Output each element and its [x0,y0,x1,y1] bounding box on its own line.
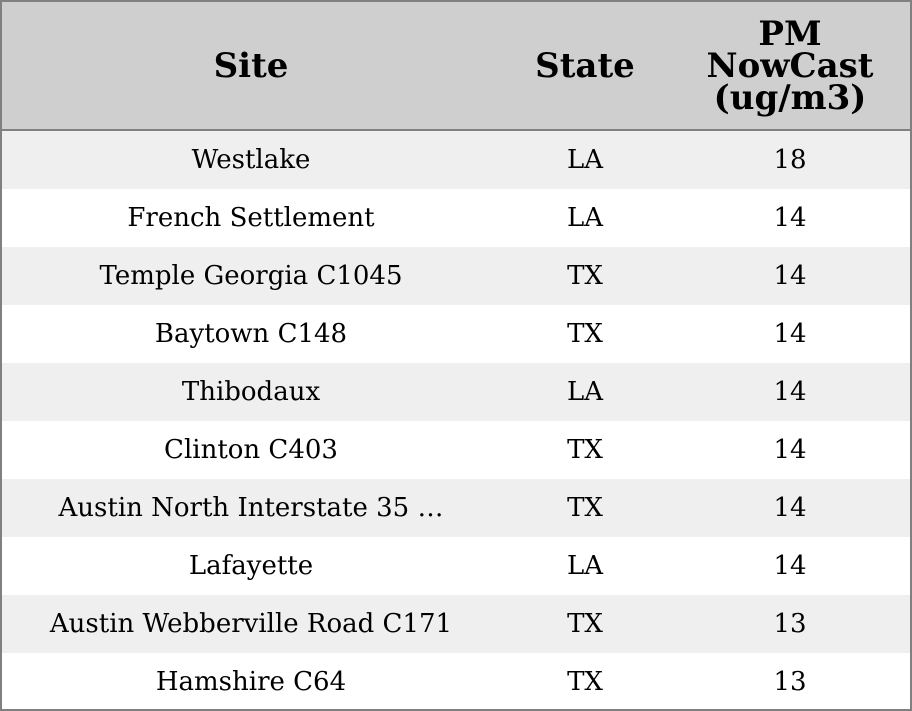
pm-value-cell: 14 [773,377,807,407]
table-row[interactable]: Clinton C403 TX 14 [2,421,910,479]
site-cell: Baytown C148 [154,319,348,349]
site-cell: Westlake [191,145,311,175]
table-row[interactable]: Lafayette LA 14 [2,537,910,595]
table-row[interactable]: French Settlement LA 14 [2,189,910,247]
site-cell: Austin Webberville Road C171 [49,609,453,639]
state-cell: TX [567,435,603,465]
site-cell: Austin North Interstate 35 … [58,493,444,523]
table-row[interactable]: Hamshire C64 TX 13 [2,653,910,711]
column-header-pm-nowcast[interactable]: PM NowCast (ug/m3) [706,13,874,118]
pm-value-cell: 14 [773,435,807,465]
state-cell: TX [567,319,603,349]
site-cell: Clinton C403 [164,435,338,465]
column-header-site[interactable]: Site [213,45,289,86]
table-header-row: Site State PM NowCast (ug/m3) [2,2,910,131]
site-cell: Lafayette [188,551,314,581]
pm-value-cell: 14 [773,203,807,233]
table-row[interactable]: Thibodaux LA 14 [2,363,910,421]
state-cell: TX [567,667,603,697]
pm-value-cell: 14 [773,493,807,523]
state-cell: TX [567,493,603,523]
pm-value-cell: 14 [773,551,807,581]
state-cell: LA [566,145,604,175]
table-row[interactable]: Westlake LA 18 [2,131,910,189]
pm-value-cell: 18 [773,145,807,175]
pm-value-cell: 13 [773,609,807,639]
pm-value-cell: 14 [773,261,807,291]
pm-value-cell: 14 [773,319,807,349]
state-cell: TX [567,609,603,639]
state-cell: LA [566,377,604,407]
table-row[interactable]: Temple Georgia C1045 TX 14 [2,247,910,305]
site-cell: Temple Georgia C1045 [99,261,403,291]
state-cell: TX [567,261,603,291]
table-row[interactable]: Austin North Interstate 35 … TX 14 [2,479,910,537]
state-cell: LA [566,551,604,581]
site-cell: French Settlement [127,203,375,233]
table-row[interactable]: Austin Webberville Road C171 TX 13 [2,595,910,653]
state-cell: LA [566,203,604,233]
site-cell: Thibodaux [181,377,321,407]
table-row[interactable]: Baytown C148 TX 14 [2,305,910,363]
column-header-state[interactable]: State [535,45,635,86]
table-body: Westlake LA 18 French Settlement LA 14 T… [2,131,910,709]
site-cell: Hamshire C64 [155,667,347,697]
pm-value-cell: 13 [773,667,807,697]
